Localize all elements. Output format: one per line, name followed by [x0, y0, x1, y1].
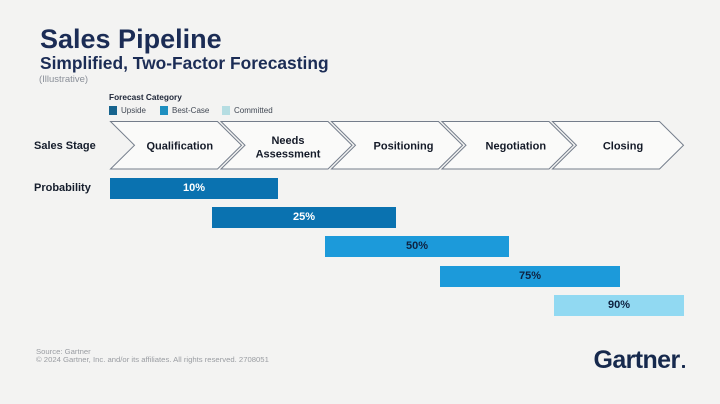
svg-text:Needs: Needs: [271, 135, 304, 147]
svg-text:Positioning: Positioning: [374, 140, 434, 152]
svg-text:Negotiation: Negotiation: [486, 140, 547, 152]
svg-text:Qualification: Qualification: [146, 140, 213, 152]
svg-text:Closing: Closing: [603, 140, 643, 152]
svg-text:Assessment: Assessment: [256, 148, 321, 160]
